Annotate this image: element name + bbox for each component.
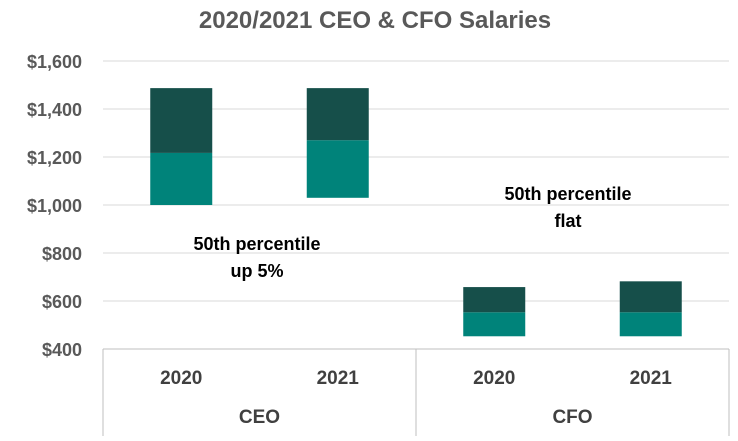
y-tick-label: $1,000 (27, 196, 82, 216)
bar-lower-segment (619, 312, 682, 337)
bar-upper-segment (463, 287, 526, 313)
x-category-label: 2021 (630, 368, 673, 389)
y-tick-label: $600 (42, 292, 82, 312)
bar-upper-segment (619, 281, 682, 313)
x-category-label: 2021 (317, 368, 360, 389)
axis (102, 348, 730, 436)
x-category-label: 2020 (473, 368, 515, 389)
annotation-label: up 5% (230, 261, 283, 281)
y-tick-label: $1,200 (27, 148, 82, 168)
x-group-label: CFO (552, 407, 592, 428)
bars (150, 88, 682, 337)
bar-lower-segment (306, 140, 369, 198)
y-tick-label: $1,600 (27, 52, 82, 72)
annotation-label: flat (555, 211, 582, 231)
annotation-label: 50th percentile (504, 184, 631, 204)
chart-title: 2020/2021 CEO & CFO Salaries (199, 7, 551, 34)
y-tick-label: $800 (42, 244, 82, 264)
labels: $400 $600 $800 $1,000 $1,200 $1,400 $1,600 2020… (27, 52, 672, 428)
y-tick-label: $400 (42, 340, 82, 360)
x-group-label: CEO (239, 407, 280, 428)
y-tick-label: $1,400 (27, 100, 82, 120)
x-category-label: 2020 (160, 368, 202, 389)
bar-lower-segment (463, 312, 526, 337)
bar-upper-segment (306, 88, 369, 141)
bar-lower-segment (150, 152, 213, 205)
bar-upper-segment (150, 88, 213, 153)
annotation-label: 50th percentile (193, 234, 320, 254)
